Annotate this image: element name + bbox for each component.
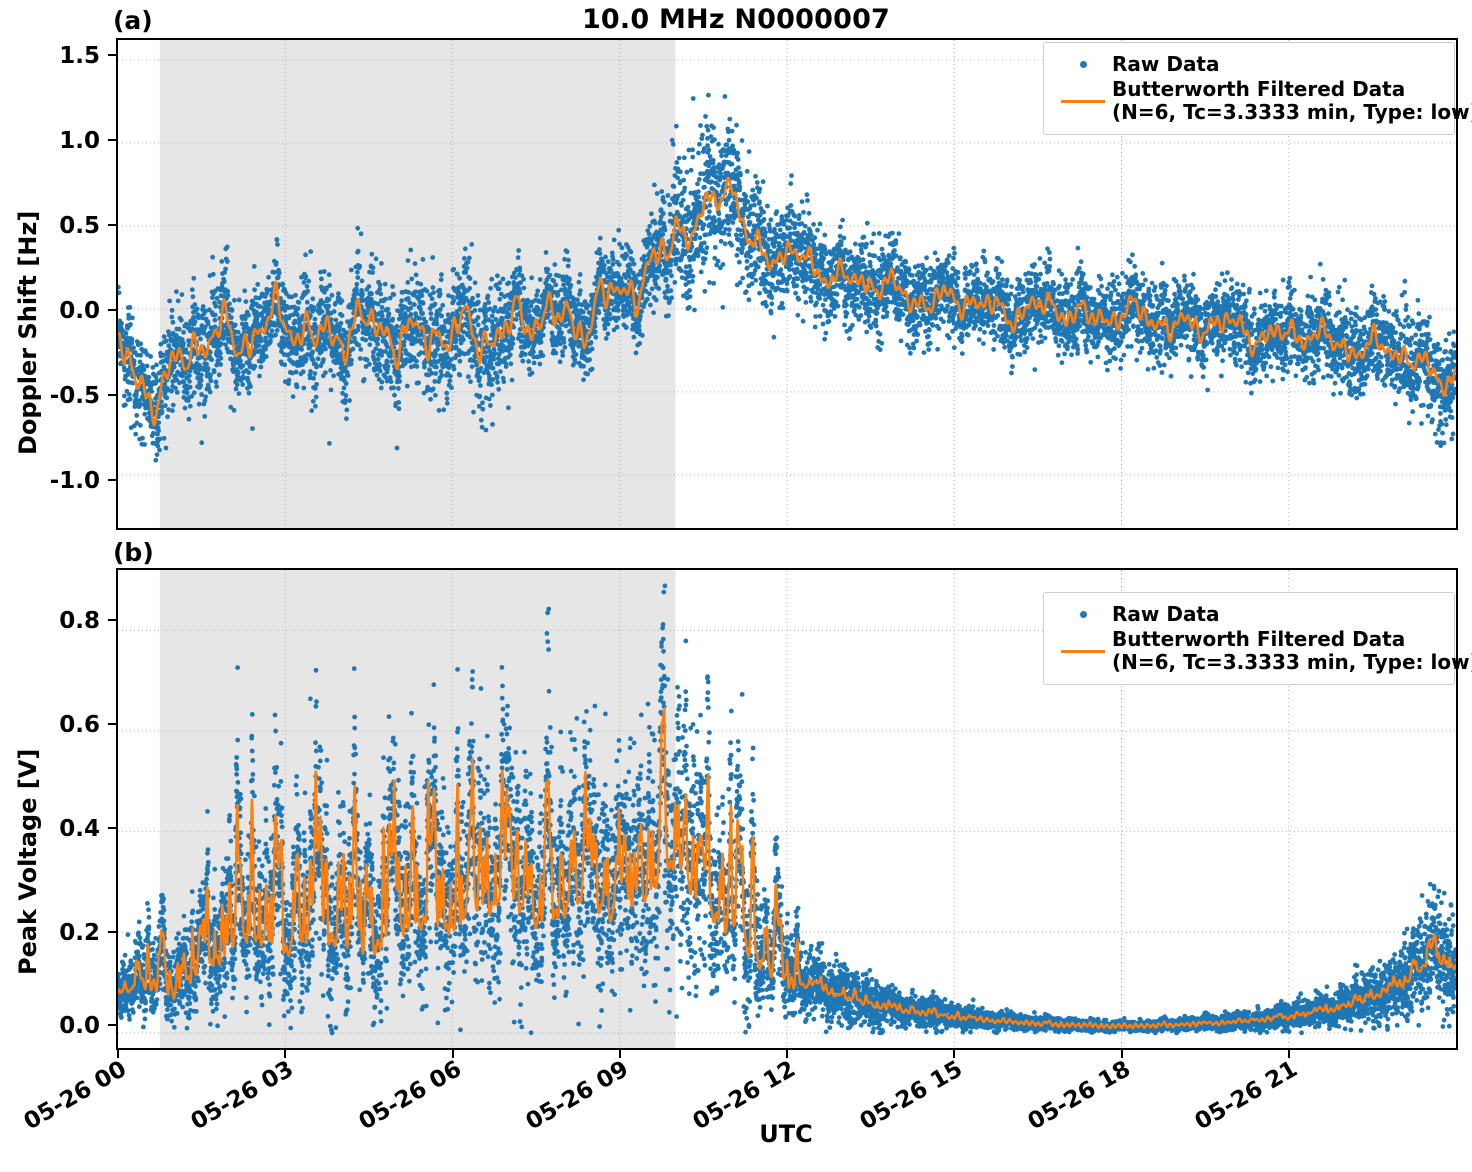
legend-row-raw-b: Raw Data [1054, 603, 1442, 626]
x-tickmark-2 [451, 1050, 454, 1058]
legend-label-filtered-line2: (N=6, Tc=3.3333 min, Type: low) [1112, 101, 1472, 124]
x-tickmark-0 [117, 1050, 119, 1058]
panel-b-ytick-4: 0.0 [28, 1013, 100, 1039]
x-tickmark-3 [618, 1050, 621, 1058]
legend-row-filtered: Butterworth Filtered Data (N=6, Tc=3.333… [1054, 78, 1472, 124]
panel-b-tick-1 [108, 723, 116, 725]
panel-a-plot-area [116, 38, 1458, 530]
panel-b-ytick-0: 0.8 [28, 608, 100, 634]
panel-a-ytick-2: 0.5 [28, 213, 100, 239]
panel-b-legend: Raw Data Butterworth Filtered Data (N=6,… [1043, 592, 1472, 685]
figure-title: 10.0 MHz N0000007 [0, 4, 1472, 35]
legend-marker-raw-icon [1054, 61, 1112, 68]
panel-b-label: (b) [113, 538, 154, 567]
legend-label-raw-b: Raw Data [1112, 603, 1220, 626]
x-tickmark-4 [786, 1050, 788, 1058]
x-tickmark-6 [1120, 1050, 1123, 1058]
panel-b-tick-0 [108, 619, 116, 621]
panel-a-tick-4 [108, 394, 116, 396]
panel-b-ytick-2: 0.4 [28, 816, 100, 842]
panel-b-tick-2 [108, 827, 116, 829]
legend-row-filtered-b: Butterworth Filtered Data (N=6, Tc=3.333… [1054, 628, 1472, 674]
panel-a-ytick-3: 0.0 [28, 298, 100, 324]
panel-b-tick-4 [108, 1024, 116, 1026]
panel-a-tick-5 [108, 479, 116, 481]
x-tick-label-3: 05-26 09 [481, 1056, 632, 1159]
legend-label-filtered-b-line2: (N=6, Tc=3.3333 min, Type: low) [1112, 651, 1472, 674]
x-tick-label-0: 05-26 00 [0, 1056, 131, 1159]
panel-a-ytick-5: -1.0 [18, 468, 100, 494]
panel-a-tick-2 [108, 224, 116, 226]
panel-a-ylabel: Doppler Shift [Hz] [14, 211, 42, 455]
x-axis-label: UTC [686, 1120, 886, 1148]
legend-label-raw: Raw Data [1112, 53, 1220, 76]
x-tickmark-7 [1287, 1050, 1290, 1058]
panel-a-tick-3 [108, 309, 116, 311]
panel-b-ytick-1: 0.6 [28, 712, 100, 738]
panel-a-label: (a) [113, 6, 153, 35]
panel-b-tick-3 [108, 931, 116, 933]
x-tickmark-5 [953, 1050, 956, 1058]
panel-b-ytick-3: 0.2 [28, 920, 100, 946]
x-tick-label-1: 05-26 03 [147, 1056, 298, 1159]
panel-a-ytick-0: 1.5 [28, 43, 100, 69]
panel-a-legend: Raw Data Butterworth Filtered Data (N=6,… [1043, 42, 1472, 135]
x-tick-label-7: 05-26 21 [1150, 1056, 1301, 1159]
panel-b-plot-area [116, 568, 1458, 1050]
panel-a-ytick-4: -0.5 [18, 383, 100, 409]
legend-marker-raw-icon-b [1054, 611, 1112, 618]
legend-row-raw: Raw Data [1054, 53, 1442, 76]
legend-marker-filtered-icon-b [1054, 649, 1112, 653]
x-tick-label-6: 05-26 18 [983, 1056, 1134, 1159]
panel-a-ytick-1: 1.0 [28, 128, 100, 154]
x-tick-label-2: 05-26 06 [314, 1056, 465, 1159]
legend-label-filtered-line1: Butterworth Filtered Data [1112, 78, 1472, 101]
legend-label-filtered-b-line1: Butterworth Filtered Data [1112, 628, 1472, 651]
panel-a-tick-1 [108, 139, 116, 141]
panel-a-tick-0 [108, 54, 116, 56]
legend-marker-filtered-icon [1054, 99, 1112, 103]
x-tickmark-1 [284, 1050, 287, 1058]
